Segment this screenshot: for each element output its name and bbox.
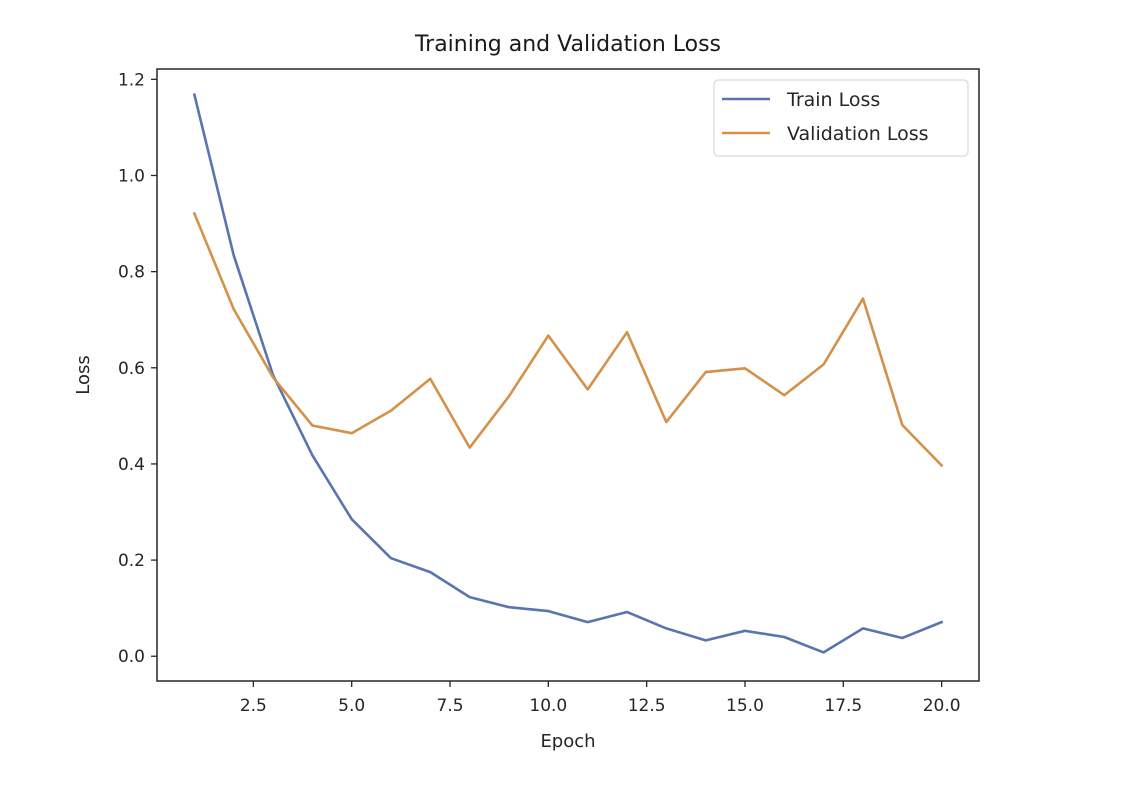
legend: Train Loss Validation Loss xyxy=(713,79,969,157)
y-axis-ticks: 0.0 0.2 0.4 0.6 0.8 1.0 1.2 xyxy=(118,70,157,667)
x-tick-label: 15.0 xyxy=(726,696,764,716)
x-tick-label: 17.5 xyxy=(824,696,862,716)
x-tick-label: 7.5 xyxy=(436,696,463,716)
y-tick-label: 0.2 xyxy=(118,551,145,571)
plot-lines xyxy=(192,93,944,654)
x-tick-label: 12.5 xyxy=(628,696,666,716)
legend-box xyxy=(713,79,969,157)
x-tick-label: 10.0 xyxy=(529,696,567,716)
y-tick-label: 0.8 xyxy=(118,263,145,283)
x-tick-label: 2.5 xyxy=(240,696,267,716)
x-axis-label: Epoch xyxy=(540,731,595,752)
series-line-validation-loss xyxy=(192,211,944,468)
x-axis-ticks: 2.5 5.0 7.5 10.0 12.5 15.0 17.5 20.0 xyxy=(240,681,961,716)
y-tick-label: 0.6 xyxy=(118,359,145,379)
y-tick-label: 1.2 xyxy=(118,70,145,90)
plot-frame xyxy=(156,68,980,682)
x-tick-label: 5.0 xyxy=(338,696,365,716)
x-tick-label: 20.0 xyxy=(923,696,961,716)
chart-title: Training and Validation Loss xyxy=(414,32,721,57)
series-line-train-loss xyxy=(192,93,944,654)
y-tick-label: 1.0 xyxy=(118,166,145,186)
y-tick-label: 0.4 xyxy=(118,455,145,475)
y-axis-label: Loss xyxy=(73,355,94,394)
y-tick-label: 0.0 xyxy=(118,647,145,667)
legend-label-validation-loss: Validation Loss xyxy=(787,123,929,145)
legend-label-train-loss: Train Loss xyxy=(786,89,880,111)
